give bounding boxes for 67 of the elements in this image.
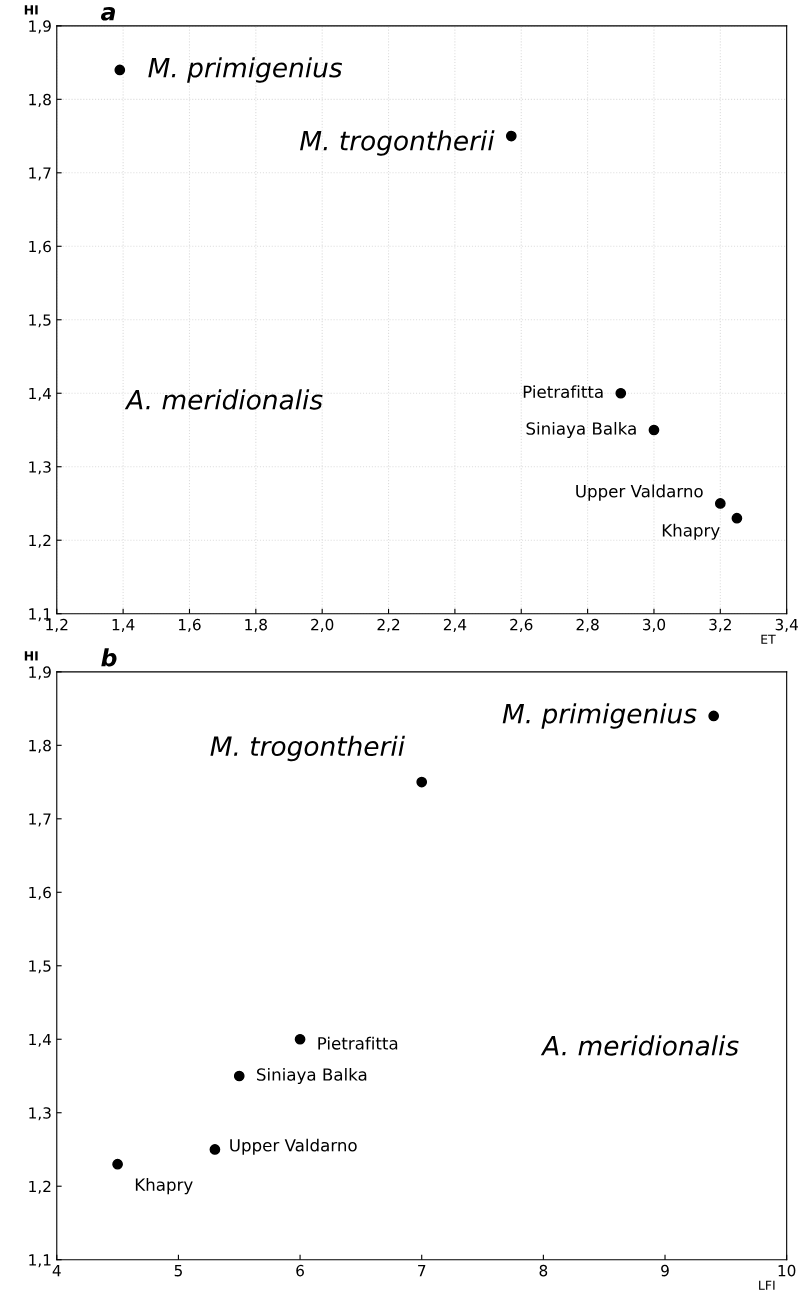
y-tick-label: 1,9 — [29, 666, 51, 680]
x-tick-label: 3,2 — [709, 618, 731, 632]
annotation: Pietrafitta — [523, 385, 603, 399]
annotation: Siniaya Balka — [257, 1067, 367, 1085]
y-tick-label: 1,3 — [29, 461, 51, 475]
y-tick-label: 1,7 — [29, 813, 51, 827]
annotation: M. trogontherii — [210, 735, 405, 762]
point — [112, 1158, 123, 1170]
y-tick-label: 1,6 — [29, 240, 51, 254]
x-tick-label: 8 — [539, 1264, 548, 1277]
annotation: M. primigenius — [148, 57, 343, 83]
y-tick-label: 1,4 — [29, 1033, 52, 1047]
x-tick-label: 2,6 — [510, 618, 533, 632]
point — [114, 64, 126, 76]
y-tick-label: 1,5 — [29, 314, 51, 328]
annotation: Khapry — [135, 1178, 193, 1195]
point — [233, 1070, 245, 1082]
x-tick-label: 2,2 — [377, 618, 400, 632]
x-tick-label: 2,8 — [576, 618, 599, 632]
annotation: Pietrafitta — [318, 1036, 398, 1050]
x-tick-label: 2,4 — [443, 618, 467, 632]
x-tick-label: 1,4 — [112, 619, 135, 632]
x-tick-label: 9 — [661, 1264, 669, 1277]
x-tick-label: 1,8 — [245, 618, 267, 632]
y-tick-label: 1,8 — [29, 93, 51, 107]
annotation: A. meridionalis — [124, 389, 323, 410]
x-tick-label: 3,4 — [775, 618, 798, 632]
annotation: Khapry — [662, 523, 720, 540]
x-axis-title: LFI — [759, 1280, 775, 1290]
annotation: Siniaya Balka — [526, 421, 636, 439]
annotation: Upper Valdarno — [576, 484, 703, 501]
y-tick-label: 1,3 — [29, 1107, 51, 1121]
x-axis-title: ET — [761, 634, 776, 644]
y-axis-title: HI — [24, 651, 38, 661]
point — [505, 130, 517, 142]
x-tick-label: 1,6 — [179, 618, 201, 632]
point — [615, 387, 627, 399]
point — [416, 776, 428, 788]
x-tick-label: 10 — [778, 1264, 796, 1277]
point — [648, 424, 660, 436]
y-tick-label: 1,5 — [29, 960, 51, 974]
x-tick-label: 6 — [296, 1264, 304, 1277]
point — [294, 1033, 306, 1045]
y-tick-label: 1,1 — [29, 1254, 51, 1268]
annotation: A. meridionalis — [540, 1035, 739, 1056]
y-tick-label: 1,4 — [29, 387, 52, 401]
y-tick-label: 1,8 — [29, 739, 51, 753]
point — [731, 512, 743, 524]
annotation: M. primigenius — [502, 703, 697, 729]
point — [708, 710, 720, 722]
x-tick-label: 7 — [418, 1265, 426, 1277]
x-tick-label: 2,0 — [311, 618, 334, 632]
y-axis-title: HI — [24, 5, 38, 15]
chart-title: b — [101, 648, 117, 667]
annotation: M. trogontherii — [300, 130, 495, 156]
y-tick-label: 1,2 — [29, 534, 51, 548]
x-tick-label: 4 — [52, 1265, 61, 1277]
y-tick-label: 1,2 — [29, 1180, 51, 1194]
point — [714, 498, 726, 509]
y-tick-label: 1,9 — [29, 20, 51, 34]
point — [209, 1144, 221, 1155]
y-tick-label: 1,7 — [29, 167, 51, 181]
chart-title: a — [100, 7, 115, 21]
x-tick-label: 3,0 — [642, 618, 666, 632]
x-tick-label: 5 — [174, 1265, 182, 1277]
y-tick-label: 1,6 — [29, 886, 51, 900]
annotation: Upper Valdarno — [230, 1138, 357, 1155]
